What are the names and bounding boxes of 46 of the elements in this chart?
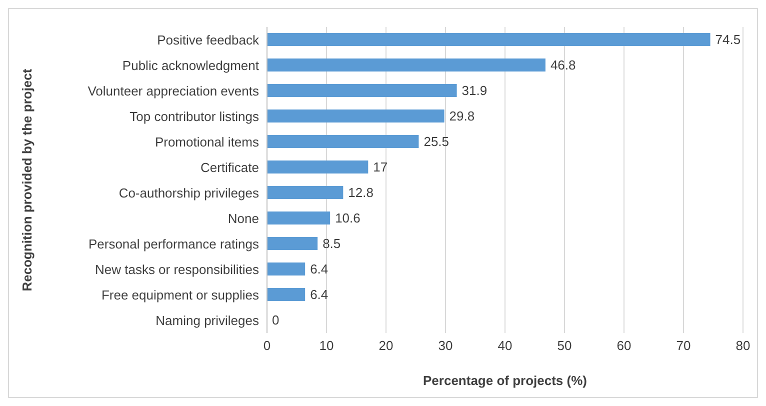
bar <box>267 84 457 97</box>
x-axis-title: Percentage of projects (%) <box>423 373 587 388</box>
bar <box>267 135 419 148</box>
x-tick-label: 50 <box>557 338 572 354</box>
data-label: 31.9 <box>462 83 488 98</box>
data-label: 46.8 <box>550 58 576 73</box>
bar <box>267 212 330 224</box>
data-label: 8.5 <box>322 236 341 252</box>
bar <box>267 110 444 122</box>
bar <box>267 33 710 46</box>
y-tick-label: None <box>228 210 259 226</box>
y-tick-label: Promotional items <box>154 134 260 150</box>
data-label: 6.4 <box>310 262 328 277</box>
x-tick-label: 80 <box>736 338 750 354</box>
y-tick-label: Volunteer appreciation events <box>88 83 260 98</box>
data-label: 6.4 <box>310 287 328 302</box>
x-tick-label: 10 <box>319 338 334 354</box>
data-label: 74.5 <box>715 32 741 48</box>
bar <box>267 288 306 301</box>
x-tick-label: 30 <box>438 338 453 354</box>
y-tick-label: Top contributor listings <box>130 108 260 124</box>
x-tick-label: 60 <box>616 338 632 354</box>
data-label: 17 <box>373 160 388 175</box>
data-label: 25.5 <box>424 134 450 150</box>
x-tick-label: 40 <box>498 338 512 354</box>
data-label: 12.8 <box>348 185 374 200</box>
y-axis-title: Recognition provided by the project <box>20 68 35 292</box>
bar <box>267 237 318 250</box>
y-tick-label: Public acknowledgment <box>122 58 260 73</box>
y-tick-label: Certificate <box>200 160 259 175</box>
data-label: 10.6 <box>335 210 360 226</box>
x-tick-label: 0 <box>263 338 271 354</box>
x-tick-label: 70 <box>676 338 691 354</box>
y-tick-label: Naming privileges <box>156 312 260 328</box>
y-tick-label: New tasks or responsibilities <box>94 262 260 277</box>
x-tick-label: 20 <box>378 338 394 354</box>
y-tick-label: Free equipment or supplies <box>101 287 260 302</box>
bar <box>267 186 344 199</box>
bar <box>267 160 368 174</box>
data-label: 29.8 <box>449 108 475 124</box>
y-tick-label: Co-authorship privileges <box>118 185 260 200</box>
data-label: 0 <box>272 312 280 328</box>
bar <box>267 58 546 72</box>
y-tick-label: Personal performance ratings <box>88 236 260 252</box>
y-tick-label: Positive feedback <box>157 32 260 48</box>
bar <box>267 262 306 276</box>
